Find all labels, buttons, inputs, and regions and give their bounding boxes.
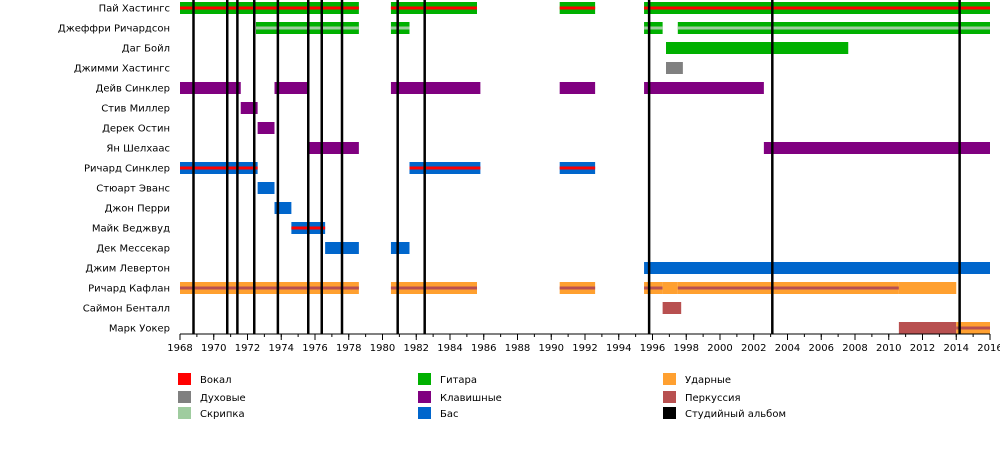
x-tick-label: 1972 bbox=[235, 343, 260, 354]
x-tick-label: 1974 bbox=[269, 343, 294, 354]
legend-label: Гитара bbox=[440, 375, 477, 386]
member-bar-stripe bbox=[677, 286, 899, 290]
member-bar-stripe bbox=[180, 6, 359, 10]
x-tick-label: 1990 bbox=[539, 343, 564, 354]
legend-label: Клавишные bbox=[440, 393, 502, 404]
member-label: Майк Веджвуд bbox=[92, 224, 170, 235]
x-tick-label: 1998 bbox=[674, 343, 699, 354]
x-tick-label: 2010 bbox=[876, 343, 901, 354]
member-label: Дерек Остин bbox=[102, 124, 170, 135]
member-label: Марк Уокер bbox=[109, 324, 170, 335]
member-bar bbox=[644, 82, 764, 94]
x-tick-label: 1996 bbox=[640, 343, 665, 354]
x-tick-label: 1976 bbox=[302, 343, 327, 354]
member-bar-stripe bbox=[390, 286, 477, 290]
member-label: Джим Левертон bbox=[85, 264, 170, 275]
legend-label: Студийный альбом bbox=[685, 409, 786, 420]
member-bar bbox=[763, 142, 990, 154]
member-bar bbox=[390, 242, 410, 254]
member-label: Джон Перри bbox=[104, 204, 170, 215]
member-labels: Пай Хастингс Джеффри Ричардсон Даг Бойл Джи… bbox=[58, 4, 170, 335]
legend-label: Вокал bbox=[200, 375, 232, 386]
member-bar bbox=[390, 82, 481, 94]
member-bar bbox=[274, 82, 309, 94]
member-bar-stripe bbox=[644, 6, 990, 10]
member-bar bbox=[257, 122, 275, 134]
member-bar bbox=[662, 302, 682, 314]
x-tick-label: 1970 bbox=[201, 343, 226, 354]
member-bar-stripe bbox=[644, 26, 663, 30]
x-tick-label: 2002 bbox=[741, 343, 766, 354]
x-tick-label: 1978 bbox=[336, 343, 361, 354]
legend-label: Бас bbox=[440, 409, 459, 420]
member-label: Ричард Кафлан bbox=[88, 284, 170, 295]
member-bar-stripe bbox=[390, 6, 477, 10]
legend-swatch bbox=[178, 407, 191, 419]
x-tick-label: 1982 bbox=[404, 343, 429, 354]
member-bar-stripe bbox=[644, 286, 663, 290]
x-tick-label: 1986 bbox=[471, 343, 496, 354]
x-tick-label: 1984 bbox=[437, 343, 462, 354]
x-tick-label: 2012 bbox=[910, 343, 935, 354]
member-label: Дейв Синклер bbox=[96, 84, 171, 95]
x-tick-label: 2014 bbox=[944, 343, 969, 354]
album-lines bbox=[192, 0, 961, 334]
x-tick-label: 1994 bbox=[606, 343, 631, 354]
member-bar bbox=[898, 282, 957, 294]
member-bar bbox=[666, 62, 683, 74]
legend-swatch bbox=[663, 373, 676, 385]
member-bar-stripe bbox=[409, 166, 481, 170]
legend-swatch bbox=[663, 391, 676, 403]
member-bar bbox=[898, 322, 957, 334]
member-label: Саймон Бенталл bbox=[83, 304, 170, 315]
member-label: Джимми Хастингс bbox=[74, 64, 170, 75]
member-bar-stripe bbox=[677, 26, 990, 30]
member-label: Пай Хастингс bbox=[99, 4, 170, 15]
member-bar bbox=[662, 282, 678, 294]
legend-label: Перкуссия bbox=[685, 393, 741, 404]
x-tick-label: 2004 bbox=[775, 343, 800, 354]
legend: Вокал Духовые Скрипка Гитара Клавишные Бас Уда… bbox=[178, 373, 786, 420]
legend-label: Скрипка bbox=[200, 409, 245, 420]
member-label: Даг Бойл bbox=[122, 44, 170, 55]
member-bar bbox=[180, 82, 241, 94]
member-bar bbox=[559, 82, 596, 94]
member-label: Дек Мессекар bbox=[96, 244, 170, 255]
member-label: Стюарт Эванс bbox=[96, 184, 170, 195]
legend-swatch bbox=[178, 373, 191, 385]
x-tick-label: 1968 bbox=[167, 343, 192, 354]
legend-swatch bbox=[178, 391, 191, 403]
legend-label: Ударные bbox=[685, 375, 731, 386]
x-tick-label: 1980 bbox=[370, 343, 395, 354]
member-label: Ян Шелхаас bbox=[106, 144, 170, 155]
member-label: Стив Миллер bbox=[101, 104, 170, 115]
member-bar bbox=[666, 42, 849, 54]
legend-swatch bbox=[663, 407, 676, 419]
member-bar-stripe bbox=[956, 326, 990, 330]
legend-swatch bbox=[418, 373, 431, 385]
member-bar bbox=[308, 142, 359, 154]
member-bar-stripe bbox=[180, 286, 359, 290]
legend-swatch bbox=[418, 391, 431, 403]
member-label: Ричард Синклер bbox=[84, 164, 170, 175]
member-bar-stripe bbox=[559, 6, 596, 10]
legend-label: Духовые bbox=[200, 393, 246, 404]
legend-swatch bbox=[418, 407, 431, 419]
x-tick-label: 2000 bbox=[707, 343, 732, 354]
member-bar bbox=[644, 262, 990, 274]
member-bar-stripe bbox=[390, 26, 410, 30]
x-axis: 1968 1970 1972 1974 1976 1978 1980 1982 1984 1986… bbox=[167, 333, 1000, 354]
x-tick-label: 2016 bbox=[977, 343, 1000, 354]
member-bars bbox=[180, 2, 990, 334]
member-label: Джеффри Ричардсон bbox=[58, 24, 170, 35]
x-tick-label: 1988 bbox=[505, 343, 530, 354]
x-tick-label: 2006 bbox=[809, 343, 834, 354]
member-bar-stripe bbox=[559, 166, 596, 170]
x-tick-label: 1992 bbox=[572, 343, 597, 354]
member-bar-stripe bbox=[180, 166, 258, 170]
x-tick-label: 2008 bbox=[842, 343, 867, 354]
member-bar bbox=[257, 182, 275, 194]
member-bar-stripe bbox=[559, 286, 596, 290]
